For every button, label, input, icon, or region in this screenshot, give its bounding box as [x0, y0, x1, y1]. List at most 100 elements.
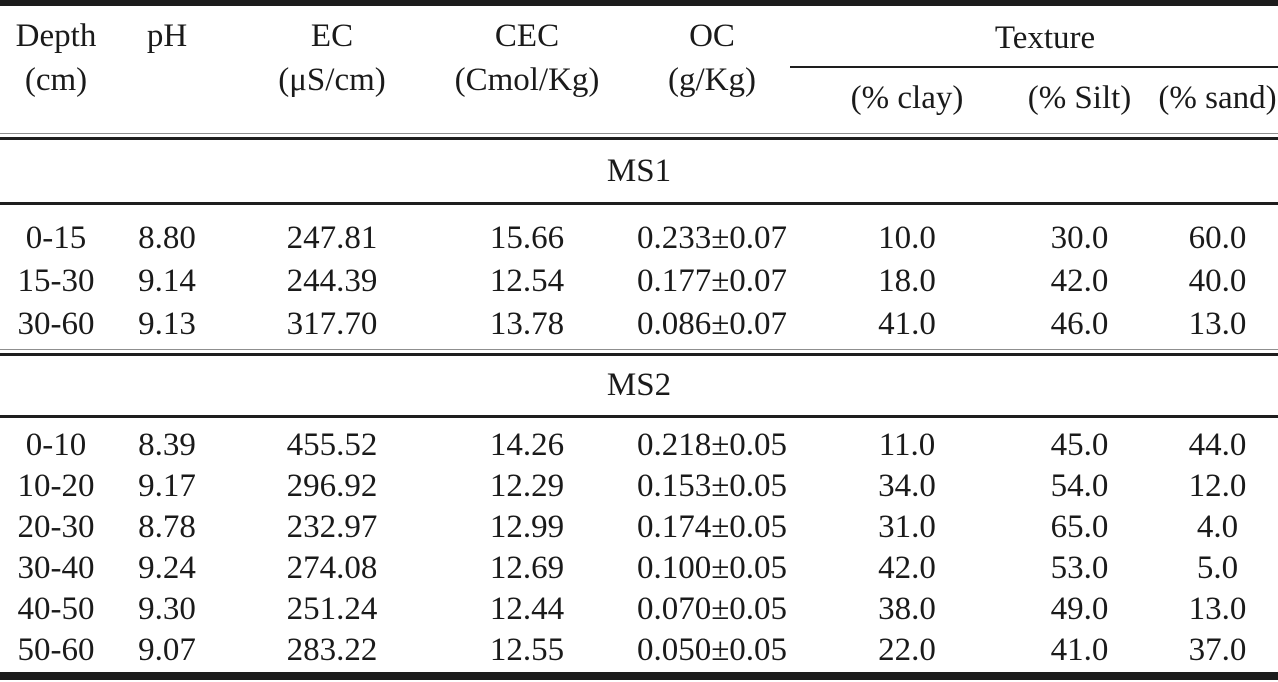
column-header-oc-unit: (g/Kg): [668, 62, 756, 98]
column-header-cec: CEC (Cmol/Kg): [442, 6, 612, 133]
table-cell: 38.0: [878, 591, 936, 627]
table-row: 10-20 9.17 296.92 12.29 0.153±0.05 34.0 54.0 12…: [0, 466, 1278, 507]
table-cell: 65.0: [1050, 509, 1109, 545]
table-cell: 15-30: [17, 263, 95, 299]
table-cell: 10.0: [878, 220, 936, 256]
table-cell: 14.26: [489, 427, 565, 463]
table-cell: 0-15: [25, 220, 87, 256]
table-cell: 9.07: [138, 632, 196, 668]
table-cell: 44.0: [1188, 427, 1247, 463]
table-cell: 12.54: [489, 263, 565, 299]
column-header-cec-label: CEC: [494, 18, 560, 54]
table-cell: 22.0: [878, 632, 936, 668]
table-cell: 20-30: [17, 509, 95, 545]
table-cell: 8.39: [138, 427, 196, 463]
column-header-depth: Depth (cm): [0, 6, 112, 133]
table-cell: 49.0: [1050, 591, 1109, 627]
table-cell: 296.92: [286, 468, 378, 504]
table-cell: 0.233±0.07: [636, 220, 788, 256]
section-rows: 0-15 8.80 247.81 15.66 0.233±0.07 10.0 30.0 60.…: [0, 209, 1278, 349]
column-header-ph: pH: [112, 6, 222, 133]
table-cell: 455.52: [286, 427, 378, 463]
table-cell: 274.08: [286, 550, 378, 586]
column-header-sand: (% sand): [1158, 80, 1277, 116]
table-cell: 9.30: [138, 591, 196, 627]
table-cell: 0-10: [25, 427, 87, 463]
table-cell: 12.69: [489, 550, 565, 586]
section-divider-rule: [0, 349, 1278, 356]
table-cell: 40-50: [17, 591, 95, 627]
table-cell: 42.0: [878, 550, 936, 586]
column-header-cec-unit: (Cmol/Kg): [454, 62, 600, 98]
texture-group-underline: [790, 66, 1278, 68]
table-cell: 251.24: [286, 591, 378, 627]
table-row: 30-40 9.24 274.08 12.69 0.100±0.05 42.0 53.0 5.…: [0, 548, 1278, 589]
table-cell: 45.0: [1050, 427, 1109, 463]
table-cell: 12.44: [489, 591, 565, 627]
table-top-rule: [0, 0, 1278, 6]
table-cell: 244.39: [286, 263, 378, 299]
table-cell: 37.0: [1188, 632, 1247, 668]
column-header-depth-unit: (cm): [24, 62, 88, 98]
table-cell: 0.070±0.05: [636, 591, 788, 627]
table-row: 20-30 8.78 232.97 12.99 0.174±0.05 31.0 65.0 4.…: [0, 507, 1278, 548]
table-cell: 41.0: [1050, 632, 1109, 668]
table-cell: 13.0: [1188, 591, 1247, 627]
table-row: 15-30 9.14 244.39 12.54 0.177±0.07 18.0 42.0 40…: [0, 260, 1278, 303]
table-cell: 232.97: [286, 509, 378, 545]
table-cell: 0.153±0.05: [636, 468, 788, 504]
table-cell: 8.78: [138, 509, 196, 545]
texture-group-header: Texture: [994, 20, 1096, 56]
table-cell: 30.0: [1050, 220, 1109, 256]
table-cell: 53.0: [1050, 550, 1109, 586]
column-header-silt: (% Silt): [1027, 80, 1132, 116]
table-cell: 0.050±0.05: [636, 632, 788, 668]
table-cell: 247.81: [286, 220, 378, 256]
column-header-clay: (% clay): [850, 80, 964, 116]
table-cell: 0.086±0.07: [636, 306, 788, 342]
table-cell: 42.0: [1050, 263, 1109, 299]
table-cell: 9.24: [138, 550, 196, 586]
table-cell: 12.55: [489, 632, 565, 668]
table-row: 30-60 9.13 317.70 13.78 0.086±0.07 41.0 46.0 13…: [0, 303, 1278, 346]
table-cell: 13.78: [489, 306, 565, 342]
section-divider-rule: [0, 415, 1278, 422]
table-cell: 12.99: [489, 509, 565, 545]
table-cell: 9.17: [138, 468, 196, 504]
table-cell: 9.13: [138, 306, 196, 342]
table-row: 40-50 9.30 251.24 12.44 0.070±0.05 38.0 49.0 13…: [0, 589, 1278, 630]
table-cell: 9.14: [138, 263, 196, 299]
table-cell: 60.0: [1188, 220, 1247, 256]
texture-column-group: Texture (% clay) (% Silt) (% sand): [790, 6, 1278, 133]
column-header-oc-label: OC: [689, 18, 735, 54]
table-cell: 0.218±0.05: [636, 427, 788, 463]
table-cell: 4.0: [1196, 509, 1239, 545]
table-cell: 34.0: [878, 468, 936, 504]
texture-subheader-row: (% clay) (% Silt) (% sand): [812, 68, 1278, 133]
column-header-depth-label: Depth: [15, 18, 97, 54]
table-cell: 11.0: [878, 427, 936, 463]
table-cell: 0.174±0.05: [636, 509, 788, 545]
table-cell: 50-60: [17, 632, 95, 668]
section-label: MS2: [606, 367, 672, 403]
table-bottom-rule: [0, 672, 1278, 680]
section-divider-rule: [0, 202, 1278, 209]
table-cell: 8.80: [138, 220, 196, 256]
table-cell: 31.0: [878, 509, 936, 545]
table-cell: 0.100±0.05: [636, 550, 788, 586]
table-cell: 0.177±0.07: [636, 263, 788, 299]
table-row: 0-15 8.80 247.81 15.66 0.233±0.07 10.0 30.0 60.…: [0, 217, 1278, 260]
column-header-ph-label: pH: [146, 18, 188, 54]
table-row: 0-10 8.39 455.52 14.26 0.218±0.05 11.0 45.0 44.…: [0, 425, 1278, 466]
table-cell: 30-40: [17, 550, 95, 586]
table-body: MS1 0-15 8.80 247.81 15.66 0.233±0.07 10.0 30.0…: [0, 133, 1278, 672]
table-cell: 13.0: [1188, 306, 1247, 342]
section-label: MS1: [606, 153, 672, 189]
table-cell: 40.0: [1188, 263, 1247, 299]
column-header-ec-unit: (μS/cm): [278, 62, 386, 98]
table-cell: 10-20: [17, 468, 95, 504]
table-cell: 15.66: [489, 220, 565, 256]
column-header-oc: OC (g/Kg): [612, 6, 812, 133]
section-divider-rule: [0, 133, 1278, 140]
